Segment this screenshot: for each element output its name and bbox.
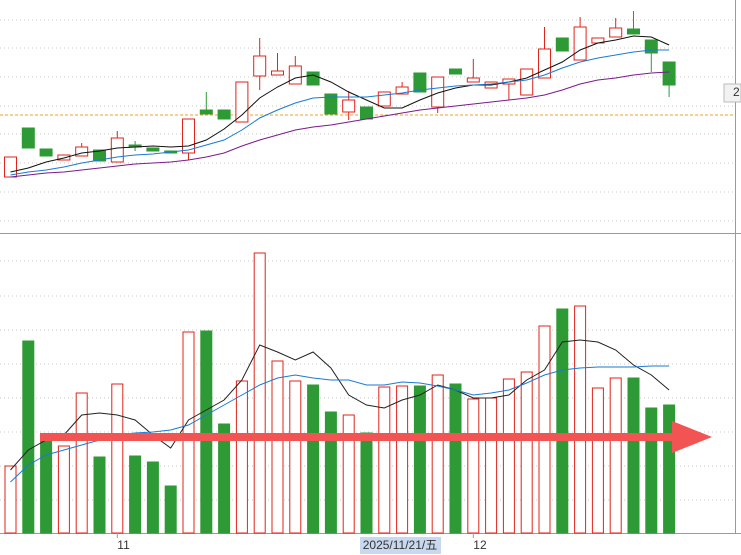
- price-label-box: [723, 83, 741, 103]
- volume-bar: [57, 445, 70, 534]
- candle-body: [538, 48, 551, 79]
- volume-average: [10, 365, 670, 483]
- volume-bar: [235, 380, 248, 534]
- candle-body: [324, 93, 338, 115]
- candle-body: [271, 70, 284, 76]
- volume-bar: [609, 377, 622, 534]
- volume-bar: [324, 411, 337, 534]
- candle-body: [413, 72, 427, 93]
- moving-average: [10, 49, 670, 176]
- candle-body: [644, 39, 658, 54]
- volume-bar: [218, 423, 231, 534]
- candle-body: [110, 137, 124, 163]
- cursor-label: 2025/11/21/五: [363, 538, 438, 552]
- volume-bar: [129, 455, 142, 534]
- x-tick-label: 11: [117, 538, 130, 552]
- candle-body: [306, 71, 320, 86]
- candle-body: [520, 68, 534, 96]
- candle-body: [75, 146, 89, 157]
- grid: [0, 19, 735, 501]
- volume-bar: [627, 377, 640, 534]
- candle-body: [395, 86, 409, 95]
- volume-bar: [93, 456, 106, 534]
- volume-bar: [378, 386, 391, 534]
- volume-bar: [75, 392, 88, 534]
- volume-bar: [22, 340, 35, 534]
- candle-body: [627, 28, 640, 35]
- volume-bar: [111, 383, 124, 534]
- volume-bar: [467, 398, 480, 534]
- volume-average: [10, 339, 670, 471]
- candle-body: [199, 109, 213, 115]
- volume-bar: [645, 407, 658, 534]
- volume-bar: [396, 385, 409, 534]
- candle-body: [288, 65, 302, 85]
- volume-bar: [502, 378, 515, 534]
- candle-body: [217, 109, 231, 120]
- volume-bar: [520, 371, 533, 534]
- candle-body: [146, 147, 160, 152]
- volume-bar: [574, 305, 587, 534]
- candle-body: [253, 55, 267, 77]
- volume-bar: [342, 414, 355, 534]
- candle-body: [342, 99, 356, 113]
- volume-bar: [307, 384, 320, 534]
- volume-bar: [360, 432, 373, 534]
- candle-body: [609, 27, 623, 38]
- volume-bar: [253, 252, 266, 534]
- candle-body: [235, 81, 249, 123]
- cursor-label-box: [360, 537, 441, 554]
- volume-bar: [485, 397, 498, 534]
- volume-bar: [4, 465, 17, 534]
- candle-body: [360, 106, 373, 120]
- moving-average: [10, 71, 670, 178]
- candle-body: [449, 68, 462, 75]
- volume-bar: [164, 485, 177, 534]
- price-label: 2: [733, 85, 740, 99]
- annotation-arrow: [40, 421, 712, 453]
- volume-bar: [271, 360, 284, 534]
- volume-bar: [182, 331, 195, 534]
- volume-bar: [556, 308, 569, 534]
- moving-average: [10, 35, 670, 173]
- candle-body: [39, 148, 53, 157]
- candle-body: [466, 77, 480, 83]
- candle-body: [93, 149, 106, 162]
- candle-body: [573, 26, 587, 61]
- volume-bar: [289, 380, 302, 534]
- volume-bar: [200, 330, 213, 534]
- volume-bar: [449, 383, 462, 534]
- candle-body: [431, 76, 445, 108]
- volume-bar: [591, 387, 604, 534]
- volume-bar: [538, 325, 551, 534]
- volume-bar: [146, 461, 159, 534]
- candle-body: [662, 61, 676, 86]
- volume-bar: [663, 404, 676, 534]
- volume-bar: [40, 434, 53, 534]
- candle-body: [555, 37, 569, 52]
- x-tick-label: 12: [473, 538, 487, 552]
- volume-bar: [413, 385, 426, 534]
- volume-bar: [431, 374, 444, 534]
- arrow-shaft: [40, 433, 676, 441]
- arrow-head: [672, 421, 712, 453]
- marks: [0, 11, 735, 534]
- candle-body: [21, 127, 35, 149]
- candle-body: [182, 118, 195, 154]
